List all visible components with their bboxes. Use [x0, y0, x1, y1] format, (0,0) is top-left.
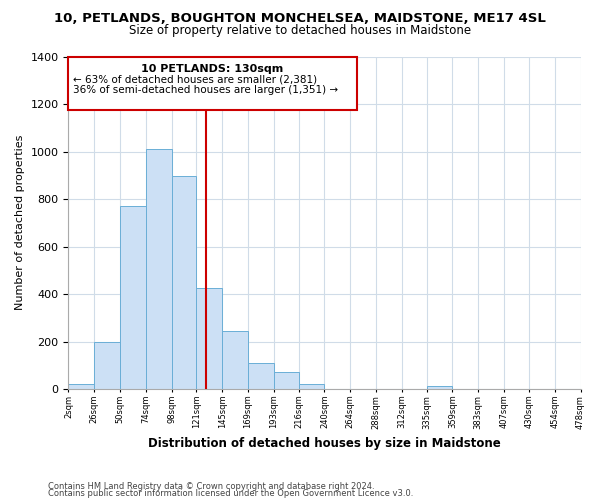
Bar	[120, 206, 146, 389]
Bar	[94, 342, 120, 389]
Text: 10, PETLANDS, BOUGHTON MONCHELSEA, MAIDSTONE, ME17 4SL: 10, PETLANDS, BOUGHTON MONCHELSEA, MAIDS…	[54, 12, 546, 26]
Text: Contains public sector information licensed under the Open Government Licence v3: Contains public sector information licen…	[48, 490, 413, 498]
Bar	[146, 149, 172, 389]
Text: Size of property relative to detached houses in Maidstone: Size of property relative to detached ho…	[129, 24, 471, 37]
Text: ← 63% of detached houses are smaller (2,381): ← 63% of detached houses are smaller (2,…	[73, 74, 317, 85]
Y-axis label: Number of detached properties: Number of detached properties	[15, 135, 25, 310]
Bar	[68, 384, 94, 389]
Bar	[299, 384, 325, 389]
Bar	[172, 176, 196, 389]
Bar	[196, 288, 222, 389]
Bar	[222, 331, 248, 389]
Text: Contains HM Land Registry data © Crown copyright and database right 2024.: Contains HM Land Registry data © Crown c…	[48, 482, 374, 491]
Bar	[427, 386, 452, 389]
Bar	[274, 372, 299, 389]
FancyBboxPatch shape	[68, 56, 357, 110]
X-axis label: Distribution of detached houses by size in Maidstone: Distribution of detached houses by size …	[148, 437, 501, 450]
Text: 10 PETLANDS: 130sqm: 10 PETLANDS: 130sqm	[142, 64, 284, 74]
Text: 36% of semi-detached houses are larger (1,351) →: 36% of semi-detached houses are larger (…	[73, 86, 338, 96]
Bar	[248, 363, 274, 389]
